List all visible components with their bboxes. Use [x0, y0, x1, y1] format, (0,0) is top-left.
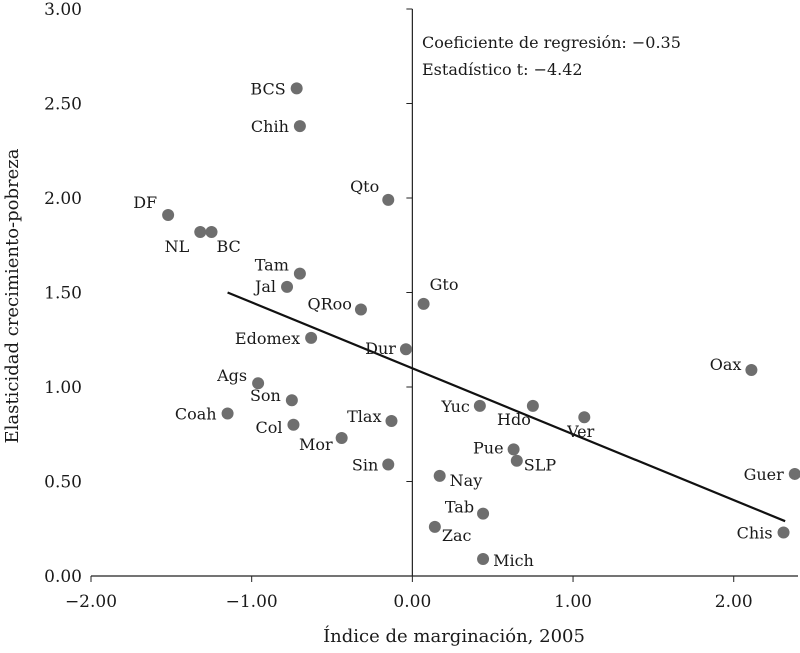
- point-label: Chis: [737, 524, 773, 543]
- labels-layer: BCS Chih DF NL BC Qto Tam Jal QRoo Gto Edomex Dur Oa…: [133, 79, 784, 570]
- data-point: [477, 552, 490, 565]
- point-label: Tlax: [347, 407, 381, 426]
- data-point: [287, 418, 300, 431]
- data-point: [205, 226, 218, 239]
- point-label: Mich: [493, 551, 534, 570]
- point-label: DF: [133, 193, 157, 212]
- point-label: BC: [217, 237, 241, 256]
- data-point: [526, 399, 539, 412]
- point-label: Pue: [473, 438, 504, 457]
- point-label: NL: [165, 237, 190, 256]
- point-label: Ver: [566, 422, 595, 441]
- x-tick-label: 1.00: [554, 592, 592, 612]
- data-point: [162, 209, 175, 222]
- point-label: Yuc: [440, 397, 469, 416]
- y-tick-label: 0.00: [44, 567, 82, 587]
- data-point: [354, 303, 367, 316]
- t-statistic-annotation: Estadístico t: −4.42: [422, 60, 583, 79]
- data-point: [399, 343, 412, 356]
- x-tick-label: −1.00: [226, 592, 278, 612]
- x-tick-label: 0.00: [393, 592, 431, 612]
- data-point: [507, 443, 520, 456]
- data-point: [385, 415, 398, 428]
- point-label: BCS: [250, 79, 285, 98]
- data-point: [252, 377, 265, 390]
- point-label: Ags: [216, 366, 247, 385]
- data-point: [578, 411, 591, 424]
- point-label: Zac: [442, 526, 472, 545]
- data-point: [433, 469, 446, 482]
- data-point: [417, 297, 430, 310]
- point-label: Hdo: [497, 410, 531, 429]
- point-label: Mor: [299, 435, 333, 454]
- data-point: [221, 407, 234, 420]
- y-tick-label: 1.50: [44, 284, 82, 304]
- y-tick-label: 3.00: [44, 0, 82, 20]
- data-point: [194, 226, 207, 239]
- y-axis-title: Elasticidad crecimiento-pobreza: [2, 148, 23, 443]
- data-point: [293, 120, 306, 133]
- data-point: [290, 82, 303, 95]
- point-label: Coah: [175, 404, 217, 423]
- y-tick-label: 1.00: [44, 378, 82, 398]
- point-label: Col: [255, 418, 282, 437]
- regression-line: [227, 291, 786, 523]
- annotation-layer: Coeficiente de regresión: −0.35 Estadíst…: [422, 33, 681, 79]
- point-label: Edomex: [235, 329, 300, 348]
- data-point: [335, 432, 348, 445]
- x-axis-title: Índice de marginación, 2005: [323, 624, 585, 647]
- point-label: Jal: [253, 277, 276, 296]
- point-label: Oax: [710, 355, 742, 374]
- point-label: Nay: [450, 471, 483, 490]
- data-point: [477, 507, 490, 520]
- x-tick-label: 2.00: [715, 592, 753, 612]
- point-label: Tam: [255, 256, 289, 275]
- point-label: Son: [250, 386, 281, 405]
- data-point: [382, 458, 395, 471]
- point-label: SLP: [524, 456, 557, 475]
- point-label: Guer: [744, 465, 785, 484]
- point-label: Gto: [430, 275, 459, 294]
- data-point: [293, 267, 306, 280]
- point-label: Tab: [445, 498, 474, 517]
- data-point: [305, 331, 318, 344]
- point-label: Qto: [350, 177, 379, 196]
- data-point: [473, 399, 486, 412]
- y-tick-label: 0.50: [44, 473, 82, 493]
- point-label: Chih: [251, 117, 289, 136]
- axes-layer: −2.00 −1.00 0.00 1.00 2.00 0.00 0.50 1.00 1.50 2.…: [44, 0, 798, 612]
- data-point: [382, 193, 395, 206]
- point-label: Dur: [365, 339, 396, 358]
- point-label: QRoo: [308, 295, 352, 314]
- data-point: [428, 520, 441, 533]
- data-point: [281, 280, 294, 293]
- data-point: [777, 526, 790, 539]
- y-tick-label: 2.00: [44, 189, 82, 209]
- data-point: [510, 454, 523, 467]
- trend-layer: [227, 291, 786, 523]
- y-tick-label: 2.50: [44, 95, 82, 115]
- data-point: [285, 394, 298, 407]
- point-label: Sin: [352, 455, 378, 474]
- x-tick-label: −2.00: [65, 592, 117, 612]
- regression-coefficient-annotation: Coeficiente de regresión: −0.35: [422, 33, 681, 52]
- data-point: [745, 363, 758, 376]
- data-point: [788, 467, 800, 480]
- points-layer: [162, 82, 800, 565]
